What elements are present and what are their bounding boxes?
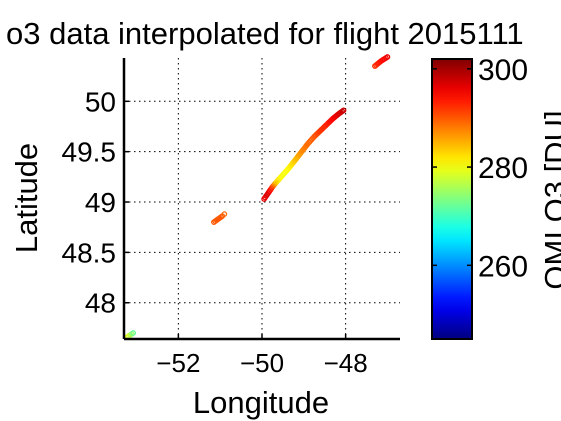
colorbar-tick-label: 280	[478, 152, 528, 185]
y-tick-label: 48.5	[62, 237, 117, 268]
x-tick-label: −52	[156, 348, 200, 378]
y-axis-label: Latitude	[9, 143, 44, 253]
y-tick-label: 49.5	[62, 137, 117, 168]
y-tick-label: 48	[85, 288, 116, 319]
x-tick-label: −50	[240, 348, 284, 378]
x-tick-label: −48	[324, 348, 368, 378]
colorbar-tick-label: 300	[478, 54, 528, 87]
x-axis-label: Longitude	[193, 385, 329, 420]
colorbar-gradient	[432, 59, 472, 339]
chart-title: o3 data interpolated for flight 2015111	[6, 16, 524, 51]
colorbar-tick-label: 260	[478, 250, 528, 283]
y-tick-label: 49	[85, 187, 116, 218]
y-tick-label: 50	[85, 86, 116, 117]
colorbar: 260 280 300 OMI O3 [DU]	[432, 54, 561, 339]
point-layer	[125, 55, 390, 339]
colorbar-label: OMI O3 [DU]	[538, 110, 561, 289]
